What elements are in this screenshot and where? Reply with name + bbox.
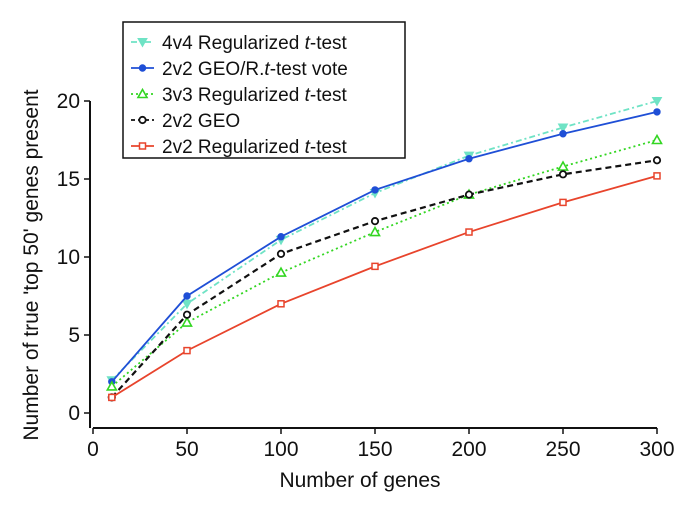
- legend-label-italic: t: [305, 85, 311, 106]
- marker-point: [181, 316, 193, 327]
- marker-point: [370, 217, 380, 226]
- legend-label-part: -test: [310, 33, 348, 54]
- x-tick-label: 300: [639, 438, 674, 461]
- legend-label: 2v2 GEO/R.t-test vote: [162, 59, 348, 80]
- series-2v2-geo: [107, 156, 662, 402]
- legend-label: 2v2 GEO: [162, 111, 240, 132]
- marker-point: [277, 300, 285, 308]
- marker-point: [557, 160, 569, 171]
- marker-point: [371, 186, 379, 194]
- legend-item: 3v3 Regularized t-test: [131, 85, 348, 106]
- series-2v2-regularized-t-test: [108, 172, 661, 402]
- legend-label-part: 2v2 GEO: [162, 111, 240, 132]
- marker-point: [653, 172, 661, 180]
- x-tick-label: 250: [545, 438, 580, 461]
- marker-point: [276, 249, 286, 258]
- y-axis-label: Number of true 'top 50' genes present: [20, 89, 43, 440]
- marker-point: [652, 156, 662, 165]
- marker-point: [369, 225, 381, 237]
- y-ticks: 0 5 10 15 20: [57, 90, 90, 425]
- marker-legend: [137, 38, 148, 48]
- legend-box: [122, 21, 406, 159]
- y-tick-label: 10: [57, 246, 80, 269]
- marker-legend: [136, 87, 149, 99]
- y-tick-label: 5: [68, 324, 80, 347]
- marker-point: [105, 380, 118, 391]
- marker-legend: [138, 142, 147, 150]
- x-tick-label: 200: [451, 438, 486, 461]
- y-tick-label: 0: [68, 402, 80, 425]
- x-tick-label: 0: [87, 438, 99, 461]
- marker-point: [108, 393, 116, 402]
- marker-point: [464, 190, 474, 199]
- legend-item: 2v2 GEO: [131, 111, 240, 132]
- legend-item: 4v4 Regularized t-test: [131, 33, 348, 54]
- y-tick-label: 20: [57, 90, 80, 113]
- legend-label: 4v4 Regularized t-test: [162, 33, 348, 54]
- marker-point: [557, 123, 569, 134]
- marker-point: [183, 346, 191, 355]
- legend-item: 2v2 GEO/R.t-test vote: [131, 59, 348, 80]
- x-tick-label: 100: [263, 438, 298, 461]
- legend-label-part: 2v2 Regularized: [162, 137, 305, 158]
- marker-point: [275, 266, 287, 277]
- marker-point: [183, 292, 191, 300]
- marker-point: [181, 299, 193, 310]
- marker-point: [653, 108, 661, 116]
- legend-label-part: 3v3 Regularized: [162, 85, 305, 106]
- legend-label-part: -test: [310, 137, 348, 158]
- marker-legend: [138, 115, 147, 125]
- legend-label: 3v3 Regularized t-test: [162, 85, 348, 106]
- legend-label-italic: t: [305, 137, 311, 158]
- marker-point: [558, 170, 568, 179]
- marker-point: [465, 228, 473, 236]
- legend-label-part: -test: [310, 85, 348, 106]
- legend-label-part: 2v2 GEO/R.: [162, 59, 264, 80]
- series-line: [110, 159, 658, 399]
- legend-label: 2v2 Regularized t-test: [162, 137, 348, 158]
- series-line: [111, 175, 658, 399]
- marker-point: [651, 133, 663, 145]
- legend-label-part: -test vote: [270, 59, 348, 80]
- marker-point: [371, 262, 379, 271]
- series-2v2-geo-r-t-test-vote: [108, 108, 661, 386]
- x-axis-label: Number of genes: [279, 469, 440, 492]
- marker-point: [182, 310, 192, 319]
- legend-label-part: 4v4 Regularized: [162, 33, 305, 54]
- marker-point: [559, 198, 567, 207]
- marker-legend: [138, 64, 147, 72]
- marker-point: [651, 97, 663, 107]
- y-tick-label: 15: [57, 168, 80, 191]
- legend-item: 2v2 Regularized t-test: [131, 137, 348, 158]
- marker-point: [465, 155, 473, 163]
- marker-point: [559, 130, 567, 138]
- legend-label-italic: t: [305, 33, 311, 54]
- series-layer: [105, 97, 663, 402]
- x-ticks: 0 50 100 150 200 250 300: [87, 428, 675, 461]
- x-tick-label: 50: [175, 438, 198, 461]
- marker-point: [277, 233, 285, 241]
- legend-label-italic: t: [264, 59, 270, 80]
- x-tick-label: 150: [357, 438, 392, 461]
